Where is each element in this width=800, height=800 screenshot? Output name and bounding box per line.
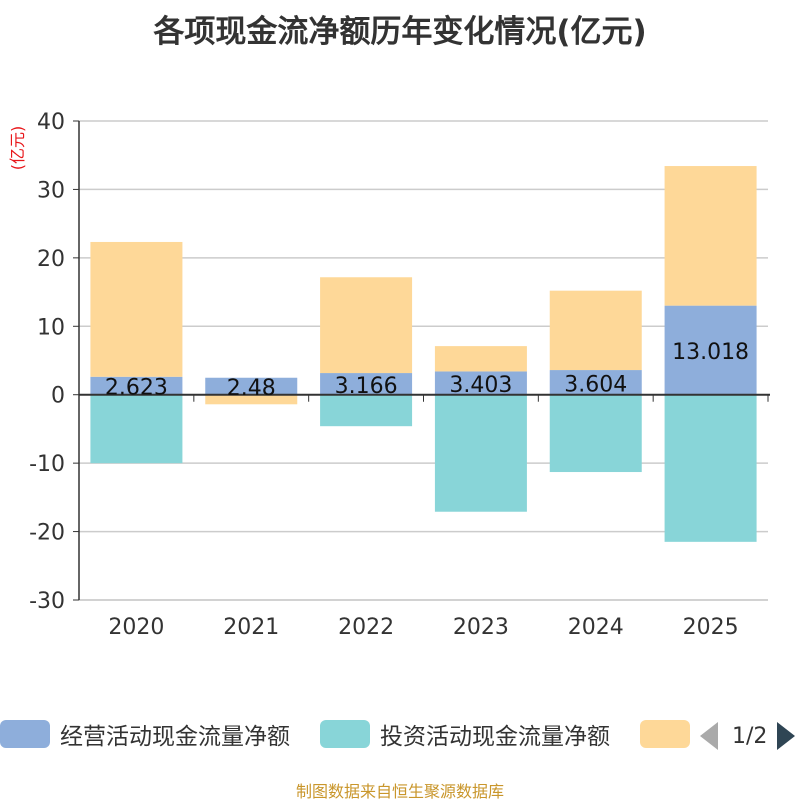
y-tick-label: -30 [29,589,65,614]
legend-pager: 1/2 [700,718,796,754]
legend-swatch-financing [640,720,690,748]
y-tick-label: -10 [29,452,65,477]
bar-financing-2020 [90,241,183,377]
x-tick-label-2023: 2023 [453,615,509,640]
y-tick-label: 10 [37,315,65,340]
legend: 经营活动现金流量净额 投资活动现金流量净额 1/2 [0,716,800,756]
bar-operating-2023 [434,371,527,395]
x-tick-label-2020: 2020 [108,615,164,640]
bar-chart: -30 -20 -10 0 10 20 30 40 2020 2021 2022 2023 2024 20… [29,110,770,640]
legend-page-indicator: 1/2 [732,723,768,749]
bar-financing-2024 [549,290,642,371]
bar-operating-2025 [664,305,757,395]
x-tick-label-2025: 2025 [683,615,739,640]
legend-label-operating: 经营活动现金流量净额 [60,724,290,750]
x-tick-label-2021: 2021 [223,615,279,640]
bar-financing-2021 [205,394,298,405]
y-tick-label: 20 [37,247,65,272]
legend-label-investing: 投资活动现金流量净额 [380,724,610,750]
bar-operating-2020 [90,376,183,395]
data-label-operating-2023: 3.403 [449,373,512,398]
bar-operating-2022 [320,373,413,395]
bar-operating-2021 [205,377,298,395]
legend-item-investing[interactable]: 投资活动现金流量净额 [320,716,610,752]
data-label-operating-2021: 2.48 [227,376,276,401]
y-tick-label: 30 [37,178,65,203]
bar-operating-2024 [549,370,642,395]
legend-item-financing[interactable] [640,716,700,752]
y-tick-label: 0 [51,384,65,409]
bar-investing-2025 [664,394,757,542]
legend-swatch-operating [0,720,50,748]
data-label-operating-2025: 13.018 [672,340,749,365]
bar-investing-2020 [90,394,183,464]
bar-financing-2022 [320,277,413,374]
y-tick-label: -20 [29,521,65,546]
y-tick-label: 40 [37,110,65,135]
legend-item-operating[interactable]: 经营活动现金流量净额 [0,716,290,752]
legend-next-page-icon[interactable] [777,722,796,750]
bar-financing-2023 [434,346,527,372]
x-tick-label-2024: 2024 [568,615,624,640]
data-label-operating-2020: 2.623 [105,376,168,401]
bar-financing-2025 [664,166,757,306]
data-label-operating-2024: 3.604 [564,372,627,397]
chart-title: 各项现金流净额历年变化情况(亿元) [153,14,647,50]
legend-prev-page-icon[interactable] [700,722,718,750]
data-source-note: 制图数据来自恒生聚源数据库 [295,782,504,800]
x-tick-label-2022: 2022 [338,615,394,640]
bar-investing-2022 [320,394,413,427]
bar-investing-2024 [549,394,642,473]
bar-investing-2023 [434,394,527,512]
data-label-operating-2022: 3.166 [335,374,398,399]
legend-swatch-investing [320,720,370,748]
